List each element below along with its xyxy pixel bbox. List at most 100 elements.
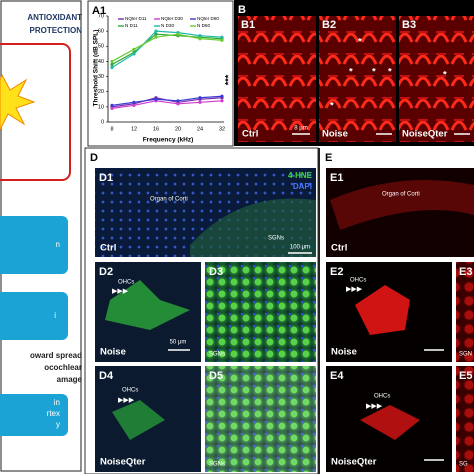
micrograph	[205, 366, 316, 472]
x-tick-label: 8	[110, 126, 113, 132]
micrograph	[399, 16, 474, 142]
box-text: rtex	[47, 409, 60, 418]
region-label: SGNs	[268, 236, 284, 242]
y-tick-label: 30	[98, 74, 104, 80]
point	[176, 99, 180, 103]
x-tick-label: 24	[197, 126, 203, 132]
series-line	[111, 33, 223, 65]
scale-label: 100 μm	[290, 245, 310, 251]
subpanel-label: D2	[99, 266, 113, 278]
note-text: amage	[57, 375, 83, 384]
x-tick-label: 16	[153, 126, 159, 132]
condition-label: Ctrl	[331, 243, 347, 254]
subpanel-label: B2	[322, 19, 336, 31]
box-text: i	[54, 311, 56, 320]
condition-label: NoiseQter	[402, 129, 448, 140]
condition-label: Noise	[331, 347, 357, 358]
subpanel-label: E1	[330, 172, 343, 184]
subpanel-label: B3	[402, 19, 416, 31]
condition-label: NoiseQter	[331, 457, 377, 468]
series-line	[111, 100, 223, 109]
point	[132, 100, 136, 104]
series-line	[111, 33, 223, 62]
note-text: ocochlear	[44, 363, 82, 372]
micrograph	[319, 16, 396, 142]
region-label: SG	[459, 462, 468, 468]
point	[110, 59, 114, 64]
point	[220, 99, 224, 103]
x-tick-label: 20	[175, 126, 181, 132]
left-title-2: PROTECTION	[30, 26, 83, 35]
legend-label: N D60	[197, 23, 210, 28]
asterisk: *	[358, 37, 362, 48]
cell-label: OHCs	[374, 394, 390, 400]
arrowheads: ▶▶▶	[366, 403, 383, 410]
y-tick-label: 20	[98, 89, 104, 95]
panel-label: D	[90, 152, 98, 164]
subpanel-label: D4	[99, 370, 114, 382]
y-tick-label: 0	[101, 119, 104, 125]
micrograph	[456, 262, 474, 362]
burst-icon	[0, 73, 36, 131]
point	[198, 34, 202, 38]
region-label: SGNs	[209, 352, 225, 358]
point	[176, 32, 180, 36]
subpanel-label: E3	[459, 266, 472, 278]
scale-label: 8 μm	[294, 126, 307, 132]
panel-label: E	[325, 152, 332, 164]
subpanel-label: D3	[209, 266, 223, 278]
panel-label: A1	[92, 5, 106, 17]
point	[198, 100, 202, 104]
point	[198, 37, 202, 41]
point	[132, 103, 136, 107]
condition-label: NoiseQter	[100, 457, 146, 468]
point	[154, 32, 158, 36]
scale-label: 50 μm	[170, 340, 187, 346]
point	[132, 47, 136, 51]
panel-label: B	[238, 4, 246, 16]
asterisk: *	[330, 101, 334, 112]
x-tick-label: 32	[219, 126, 225, 132]
point	[198, 96, 202, 100]
arrowheads: ▶▶▶	[112, 288, 129, 295]
y-tick-label: 60	[98, 29, 104, 35]
subpanel-label: E2	[330, 266, 343, 278]
stain-label: 4-HNE	[288, 171, 313, 180]
y-tick-label: 70	[98, 13, 104, 19]
legend-label: NQter D30	[161, 16, 183, 21]
region-label: Organ of Corti	[382, 192, 420, 198]
point	[176, 102, 180, 106]
region-label: SGN	[459, 352, 472, 358]
point	[110, 103, 114, 107]
x-tick-label: 12	[131, 126, 137, 132]
legend-label: NQter D60	[197, 16, 219, 21]
point	[110, 62, 114, 67]
point	[220, 35, 224, 39]
region-label: Organ of Corti	[150, 197, 188, 203]
condition-label: Noise	[322, 129, 348, 140]
stain-label: DAPI	[293, 182, 312, 191]
significance: ***	[223, 74, 233, 85]
tissue	[190, 198, 316, 257]
cell-label: OHCs	[118, 280, 134, 286]
blue-box	[0, 216, 68, 274]
chart-a: A1 Threshold Shift (dB SPL) Frequency (k…	[87, 0, 234, 147]
legend-label: N D30	[161, 23, 174, 28]
point	[220, 94, 224, 98]
tissue	[355, 285, 410, 335]
left-panel: ANTIOXIDANT PROTECTION n i oward spread …	[0, 0, 83, 472]
series-line	[111, 95, 223, 106]
asterisk: *	[388, 67, 392, 78]
condition-label: Noise	[100, 347, 126, 358]
arrowheads: ▶▶▶	[118, 397, 135, 404]
point	[132, 52, 136, 56]
y-axis-title: Threshold Shift (dB SPL)	[93, 30, 100, 107]
series-line	[111, 30, 223, 68]
panel-e: E E1 Organ of Corti Ctrl E2 OHCs ▶▶▶ Noi…	[318, 148, 474, 474]
condition-label: Ctrl	[100, 243, 116, 254]
cell-label: OHCs	[350, 278, 366, 284]
point	[154, 97, 158, 101]
box-text: in	[54, 398, 60, 407]
tissue	[330, 180, 474, 230]
